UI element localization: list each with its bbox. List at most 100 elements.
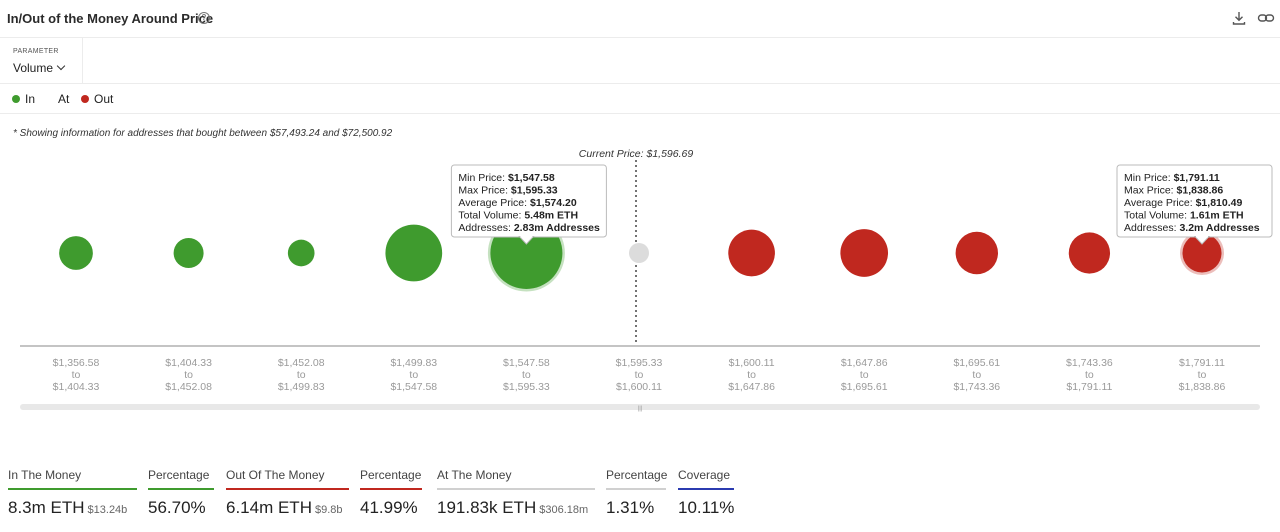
horizontal-scrollbar[interactable] — [20, 404, 1260, 410]
bubble-at[interactable] — [629, 243, 649, 263]
tick-label-from: $1,356.58 — [53, 357, 100, 369]
parameter-select[interactable]: Volume — [13, 61, 66, 75]
tick-label-from: $1,404.33 — [165, 357, 212, 369]
tooltip-row: Min Price: $1,547.58 — [458, 172, 554, 184]
summary-stat-label: Percentage — [606, 468, 667, 490]
summary-stat: Out Of The Money 6.14m ETH $9.8b — [226, 468, 349, 518]
summary-stat-main: 56.70% — [148, 498, 206, 517]
summary-stat-value: 10.11% — [678, 498, 734, 518]
tooltip-row-value: 1.61m ETH — [1190, 210, 1244, 222]
link-icon[interactable] — [1257, 10, 1275, 26]
tooltip-row-label: Average Price: — [1124, 197, 1196, 209]
parameter-panel: PARAMETER Volume — [0, 38, 1280, 84]
tooltip-row-value: 2.83m Addresses — [514, 222, 600, 234]
tooltip-row-label: Min Price: — [458, 172, 508, 184]
summary-stat-value: 8.3m ETH $13.24b — [8, 498, 137, 518]
tick-label-from: $1,743.36 — [1066, 357, 1113, 369]
page-title: In/Out of the Money Around Price — [7, 11, 214, 26]
legend-item-at[interactable]: At — [58, 92, 69, 106]
bubble-out[interactable] — [728, 229, 775, 277]
summary-stat-label: At The Money — [437, 468, 595, 490]
legend-label: In — [25, 92, 36, 106]
legend-item-in[interactable]: In — [12, 92, 35, 106]
summary-stat-value: 1.31% — [606, 498, 666, 518]
summary-stat-label: Coverage — [678, 468, 734, 490]
summary-stat: At The Money 191.83k ETH $306.18m — [437, 468, 595, 518]
summary-stat-value: 56.70% — [148, 498, 214, 518]
tooltip-row: Max Price: $1,595.33 — [458, 185, 557, 197]
tick-label-from: $1,595.33 — [616, 357, 663, 369]
bubble-out[interactable] — [840, 229, 889, 277]
tick-label-end: $1,499.83 — [278, 381, 325, 393]
bubble-in[interactable] — [173, 238, 204, 268]
tick-label-to: to — [747, 369, 756, 381]
tooltip-row-label: Max Price: — [1124, 185, 1177, 197]
current-price-label: Current Price: $1,596.69 — [579, 148, 694, 160]
tooltip-row-value: $1,547.58 — [508, 172, 555, 184]
summary-stat: Coverage 10.11% — [678, 468, 734, 518]
tick-label-from: $1,499.83 — [390, 357, 437, 369]
tooltip-row: Total Volume: 1.61m ETH — [1124, 210, 1244, 222]
tooltip-row-value: $1,810.49 — [1196, 197, 1243, 209]
legend-item-out[interactable]: Out — [81, 92, 113, 106]
tooltip-row: Total Volume: 5.48m ETH — [458, 210, 578, 222]
tooltip-row-label: Addresses: — [1124, 222, 1179, 234]
tooltip-row-label: Addresses: — [458, 222, 513, 234]
tick-label-end: $1,404.33 — [53, 381, 100, 393]
bubble-out[interactable] — [1182, 233, 1222, 273]
summary-stat-label: Percentage — [148, 468, 214, 490]
tick-label-end: $1,595.33 — [503, 381, 550, 393]
tick-label-end: $1,838.86 — [1179, 381, 1226, 393]
tooltip-box — [1116, 164, 1273, 238]
tick-label-from: $1,547.58 — [503, 357, 550, 369]
tick-label-to: to — [1085, 369, 1094, 381]
bubble-in[interactable] — [59, 236, 93, 270]
summary-stat-value: 191.83k ETH $306.18m — [437, 498, 595, 518]
bubble-chart: Current Price: $1,596.69$1,356.58to$1,40… — [20, 148, 1273, 412]
bubble-in[interactable] — [385, 224, 443, 282]
tooltip-row: Average Price: $1,810.49 — [1124, 197, 1242, 209]
tooltip-pointer-mask — [1196, 235, 1208, 238]
tick-label-from: $1,600.11 — [729, 357, 775, 369]
tooltip-row: Average Price: $1,574.20 — [458, 197, 576, 209]
tick-label-end: $1,743.36 — [953, 381, 1000, 393]
tick-label-to: to — [72, 369, 81, 381]
chevron-down-icon — [56, 61, 66, 71]
summary-stat-main: 6.14m ETH — [226, 498, 312, 517]
legend: In At Out — [0, 84, 1280, 114]
summary-stat-main: 191.83k ETH — [437, 498, 537, 517]
tooltip-row-value: 5.48m ETH — [524, 210, 578, 222]
tick-label-end: $1,647.86 — [728, 381, 775, 393]
bubble-in[interactable] — [287, 239, 315, 267]
tick-label-end: $1,600.11 — [616, 381, 662, 393]
tick-label-end: $1,695.61 — [841, 381, 888, 393]
chart-header: In/Out of the Money Around Price ? — [0, 0, 1280, 38]
green-dot-icon — [12, 95, 20, 103]
summary-stat: Percentage 1.31% — [606, 468, 667, 518]
tooltip-row-label: Max Price: — [458, 185, 511, 197]
tooltip-row-label: Total Volume: — [1124, 210, 1190, 222]
parameter-label: PARAMETER — [13, 48, 59, 55]
summary-stat-usd: $9.8b — [314, 504, 343, 516]
scrollbar-grip-icon: ||| — [638, 406, 643, 412]
download-icon[interactable] — [1231, 10, 1247, 26]
tick-label-from: $1,452.08 — [278, 357, 325, 369]
red-dot-icon — [81, 95, 89, 103]
summary-stat: In The Money 8.3m ETH $13.24b — [8, 468, 137, 518]
summary-stat-main: 10.11% — [678, 498, 735, 517]
bubble-out[interactable] — [1068, 232, 1111, 274]
summary-stat: Percentage 41.99% — [360, 468, 422, 518]
summary-stat-label: Out Of The Money — [226, 468, 349, 490]
parameter-value: Volume — [13, 61, 54, 75]
summary-stat-label: In The Money — [8, 468, 137, 490]
tooltip-row-value: $1,791.11 — [1174, 172, 1220, 184]
tick-label-from: $1,695.61 — [953, 357, 1000, 369]
tooltip-row-value: $1,595.33 — [511, 185, 558, 197]
help-icon[interactable]: ? — [198, 12, 210, 24]
tooltip-row: Addresses: 2.83m Addresses — [458, 222, 600, 234]
summary-stat-usd: $13.24b — [87, 504, 128, 516]
tooltip-pointer-mask — [520, 235, 533, 238]
bubble-out[interactable] — [955, 231, 998, 275]
